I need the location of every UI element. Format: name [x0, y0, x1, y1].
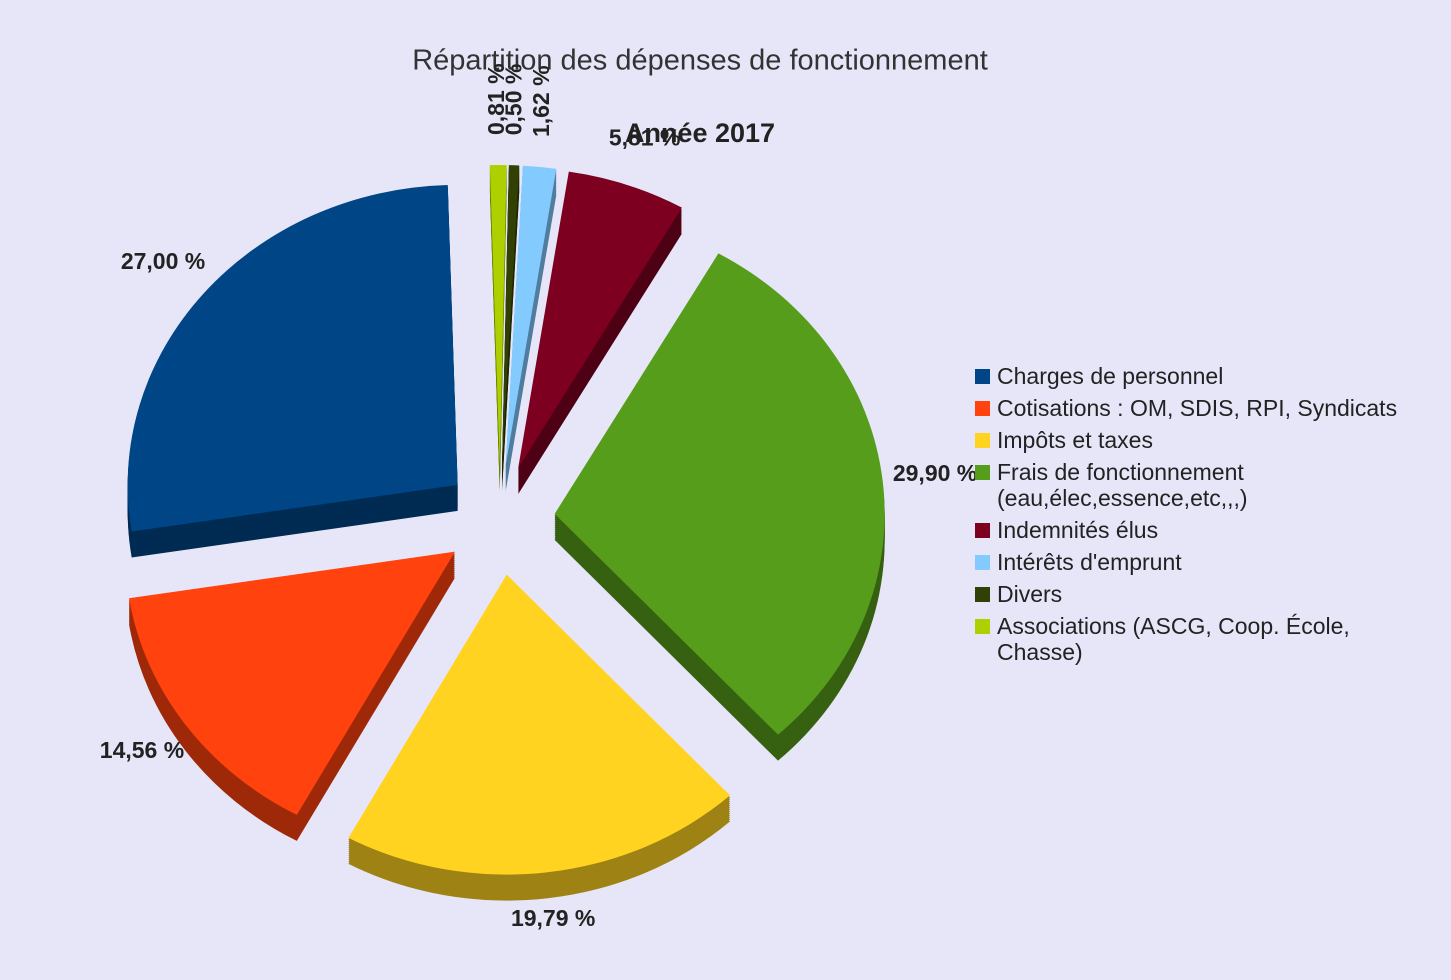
slice-side — [502, 181, 520, 482]
legend-entry: Associations (ASCG, Coop. École, Chasse) — [975, 613, 1397, 665]
slice-side — [502, 185, 520, 486]
slice-side — [502, 179, 520, 480]
legend-label: Associations (ASCG, Coop. École, Chasse) — [997, 613, 1350, 665]
legend-swatch — [975, 433, 990, 448]
legend-entry: Cotisations : OM, SDIS, RPI, Syndicats — [975, 395, 1397, 421]
slice-side — [502, 171, 520, 472]
legend-swatch — [975, 555, 990, 570]
slice-side — [502, 189, 520, 490]
slice-side — [502, 169, 520, 470]
slice — [505, 165, 557, 466]
legend-label: Charges de personnel — [997, 363, 1224, 389]
legend-swatch — [975, 401, 990, 416]
legend-swatch — [975, 465, 990, 480]
chart-subtitle: Année 2017 — [625, 118, 775, 148]
legend-label: Indemnités élus — [997, 517, 1159, 543]
legend: Charges de personnel Cotisations : OM, SD… — [975, 363, 1397, 671]
legend-label: Cotisations : OM, SDIS, RPI, Syndicats — [997, 395, 1398, 421]
legend-entry: Divers — [975, 581, 1397, 607]
legend-entry: Indemnités élus — [975, 517, 1397, 543]
data-label: 29,90 % — [893, 460, 977, 486]
data-label: 1,62 % — [528, 65, 554, 137]
legend-label: Frais de fonctionnement (eau,élec,essenc… — [997, 459, 1248, 511]
data-label: 0,50 % — [500, 64, 526, 136]
slice — [554, 253, 885, 735]
slice — [518, 171, 682, 469]
data-label: 19,79 % — [511, 905, 595, 931]
legend-swatch — [975, 587, 990, 602]
chart-title: Répartition des dépenses de fonctionneme… — [412, 45, 988, 77]
legend-entry: Frais de fonctionnement (eau,élec,essenc… — [975, 459, 1397, 511]
slice-side — [502, 183, 520, 484]
legend-entry: Intérêts d'emprunt — [975, 549, 1397, 575]
slice — [502, 165, 520, 466]
slice-side — [502, 187, 520, 488]
legend-entry: Charges de personnel — [975, 363, 1397, 389]
slice — [129, 551, 456, 815]
slice-side — [502, 191, 520, 492]
data-label: 27,00 % — [121, 248, 205, 274]
slice-side — [502, 167, 520, 468]
legend-swatch — [975, 619, 990, 634]
slice-side — [502, 177, 520, 478]
legend-entry: Impôts et taxes — [975, 427, 1397, 453]
legend-label: Impôts et taxes — [997, 427, 1153, 453]
slice — [348, 574, 731, 875]
slice-side — [502, 173, 520, 474]
data-label: 5,81 % — [609, 125, 681, 151]
slice — [489, 165, 507, 466]
legend-swatch — [975, 523, 990, 538]
data-label: 14,56 % — [100, 737, 184, 763]
slice-side — [502, 175, 520, 476]
data-label: 0,81 % — [483, 63, 509, 135]
slice — [127, 185, 458, 532]
legend-label: Divers — [997, 581, 1063, 607]
legend-label: Intérêts d'emprunt — [997, 549, 1182, 575]
legend-swatch — [975, 369, 990, 384]
